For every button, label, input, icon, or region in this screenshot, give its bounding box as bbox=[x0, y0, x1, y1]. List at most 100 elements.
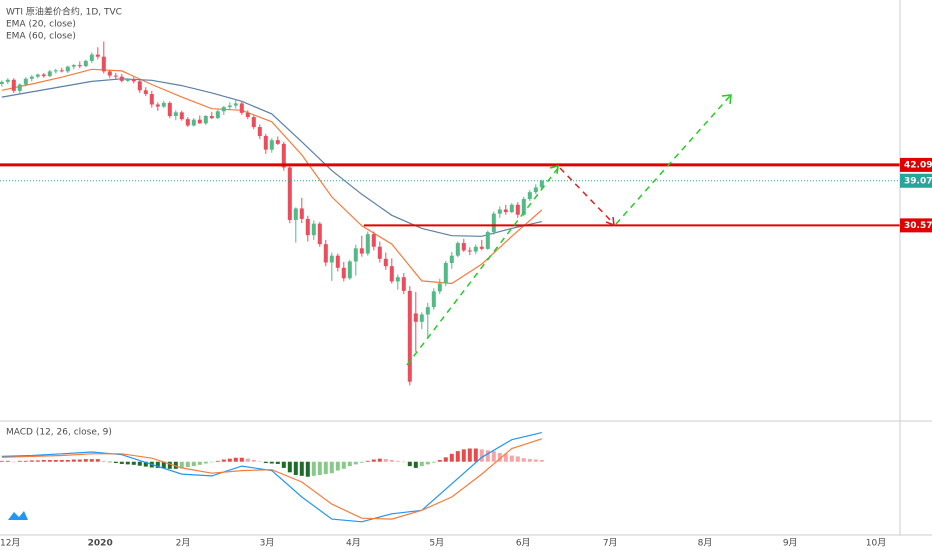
histogram-bar bbox=[5, 460, 10, 462]
histogram-bar bbox=[317, 461, 322, 475]
candle-body bbox=[353, 248, 358, 262]
histogram-bar bbox=[305, 461, 310, 477]
candle-body bbox=[5, 79, 10, 82]
histogram-bar bbox=[101, 460, 106, 462]
histogram-bar bbox=[329, 461, 334, 474]
candle-body bbox=[53, 70, 58, 72]
histogram-bar bbox=[389, 459, 394, 462]
arrow-head bbox=[549, 165, 559, 175]
candle-body bbox=[107, 71, 112, 76]
histogram-bar bbox=[299, 461, 304, 476]
candle-body bbox=[449, 255, 454, 264]
candle-body bbox=[395, 277, 400, 282]
x-tick-label: 12月 bbox=[0, 538, 20, 549]
histogram-bar bbox=[245, 458, 250, 462]
histogram-bar bbox=[323, 461, 328, 475]
candle-body bbox=[347, 261, 352, 279]
histogram-bar bbox=[0, 460, 4, 462]
candle-body bbox=[119, 76, 124, 81]
candle-body bbox=[167, 102, 172, 117]
candle-body bbox=[101, 56, 106, 72]
candle-body bbox=[215, 111, 220, 119]
candle-body bbox=[425, 307, 430, 315]
candle-body bbox=[377, 246, 382, 259]
candle-body bbox=[521, 198, 526, 215]
histogram-bar bbox=[473, 448, 478, 462]
histogram-bar bbox=[239, 457, 244, 462]
histogram-bar bbox=[161, 461, 166, 469]
candle-body bbox=[323, 244, 328, 263]
candle-body bbox=[203, 116, 208, 124]
price-label-box bbox=[900, 157, 932, 172]
x-tick-label: 3月 bbox=[260, 538, 275, 549]
histogram-bar bbox=[125, 461, 130, 465]
candle-body bbox=[251, 117, 256, 128]
legend-entry: EMA (20, close) bbox=[6, 20, 76, 30]
histogram-bar bbox=[401, 461, 406, 463]
histogram-bar bbox=[371, 459, 376, 462]
candle-body bbox=[419, 314, 424, 322]
indicator-line bbox=[1, 68, 543, 285]
x-tick-label: 7月 bbox=[603, 538, 618, 549]
histogram-bar bbox=[359, 461, 364, 463]
histogram-bar bbox=[233, 457, 238, 462]
histogram-bar bbox=[113, 461, 118, 464]
x-tick-label: 9月 bbox=[783, 538, 798, 549]
candle-body bbox=[143, 90, 148, 94]
candle-body bbox=[317, 223, 322, 245]
histogram-bar bbox=[119, 461, 124, 464]
candle-body bbox=[491, 213, 496, 233]
price-label-box bbox=[900, 218, 932, 233]
candle-body bbox=[389, 266, 394, 282]
candle-body bbox=[65, 66, 70, 72]
histogram-bar bbox=[131, 461, 136, 465]
candle-body bbox=[443, 263, 448, 284]
candle-body bbox=[257, 127, 262, 136]
histogram-bar bbox=[215, 460, 220, 462]
x-tick-label: 4月 bbox=[346, 538, 361, 549]
candle-body bbox=[29, 76, 34, 79]
candle-body bbox=[329, 255, 334, 263]
indicator-line bbox=[1, 78, 542, 237]
candle-body bbox=[509, 204, 514, 213]
histogram-bar bbox=[437, 459, 442, 462]
histogram-bar bbox=[47, 459, 52, 462]
candle-body bbox=[233, 103, 238, 106]
histogram-bar bbox=[311, 461, 316, 476]
x-tick-label: 5月 bbox=[429, 538, 444, 549]
candle-body bbox=[221, 107, 226, 112]
indicator-title: MACD (12, 26, close, 9) bbox=[6, 428, 112, 438]
candle-body bbox=[275, 140, 280, 144]
candle-body bbox=[401, 277, 406, 291]
histogram-bar bbox=[293, 461, 298, 475]
histogram-bar bbox=[89, 459, 94, 462]
candle-body bbox=[311, 223, 316, 236]
plot bbox=[0, 41, 900, 523]
candle-body bbox=[467, 250, 472, 252]
trend-arrow bbox=[559, 167, 615, 225]
histogram-bar bbox=[41, 459, 46, 462]
histogram-bar bbox=[431, 461, 436, 463]
histogram-bar bbox=[167, 461, 172, 469]
axes: 42.09 39.07 30.57 12月 2020 2月 3月 4月 5月 6月 7月 8月 9月 10… bbox=[0, 157, 932, 549]
candle-body bbox=[365, 234, 370, 254]
candle-body bbox=[473, 246, 478, 252]
histogram-bar bbox=[209, 461, 214, 463]
candle-body bbox=[263, 135, 268, 150]
histogram-bar bbox=[263, 461, 268, 464]
histogram-bar bbox=[275, 461, 280, 464]
histogram-bar bbox=[287, 461, 292, 473]
histogram-bar bbox=[491, 451, 496, 462]
candle-body bbox=[83, 60, 88, 67]
histogram-bar bbox=[413, 461, 418, 468]
histogram-bar bbox=[71, 459, 76, 462]
indicator-line bbox=[1, 432, 542, 523]
trend-arrow bbox=[406, 167, 559, 366]
candle-body bbox=[497, 209, 502, 214]
candle-body bbox=[161, 102, 166, 107]
x-tick-label: 2月 bbox=[176, 538, 191, 549]
candle-body bbox=[341, 267, 346, 279]
candle-body bbox=[335, 255, 340, 268]
histogram-bar bbox=[155, 461, 160, 468]
candle-body bbox=[359, 248, 364, 254]
